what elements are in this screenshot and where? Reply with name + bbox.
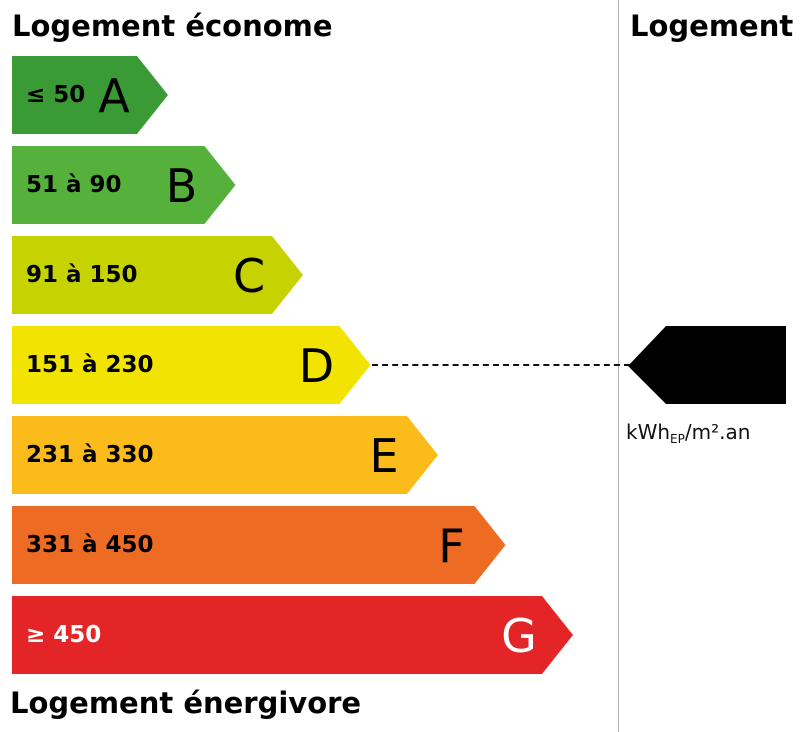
unit-subscript: EP — [670, 432, 685, 446]
indicator-marker — [628, 326, 786, 404]
energy-class-bar-b: 51 à 90 B — [12, 146, 236, 224]
energy-class-range: ≤ 50 — [26, 82, 86, 108]
energy-class-bar-e: 231 à 330 E — [12, 416, 438, 494]
label-efficient: Logement économe — [12, 9, 333, 43]
energy-class-letter: F — [438, 519, 465, 573]
energy-class-arrow-f — [12, 506, 506, 584]
energy-class-range: 151 à 230 — [26, 352, 154, 378]
energy-class-letter: G — [501, 609, 537, 663]
energy-class-range: 51 à 90 — [26, 172, 122, 198]
energy-class-range: 91 à 150 — [26, 262, 138, 288]
energy-class-bar-a: ≤ 50 A — [12, 56, 168, 134]
indicator-dashed-line — [372, 364, 630, 366]
energy-class-bar-c: 91 à 150 C — [12, 236, 303, 314]
energy-class-letter: B — [165, 159, 198, 213]
energy-class-arrow-a — [12, 56, 168, 134]
unit-rest: /m².an — [684, 420, 751, 444]
energy-class-bar-f: 331 à 450 F — [12, 506, 506, 584]
unit-main: kWh — [626, 420, 671, 444]
energy-class-range: ≥ 450 — [26, 622, 102, 648]
unit-label: kWhEP/m².an — [626, 420, 750, 446]
label-housing-column: Logement — [630, 9, 794, 43]
energy-class-range: 331 à 450 — [26, 532, 154, 558]
energy-class-arrow-c — [12, 236, 303, 314]
energy-class-arrow-d — [12, 326, 371, 404]
energy-class-bar-g: ≥ 450 G — [12, 596, 573, 674]
energy-class-bar-d: 151 à 230 D — [12, 326, 371, 404]
energy-class-arrow-e — [12, 416, 438, 494]
column-divider — [618, 0, 619, 732]
label-inefficient: Logement énergivore — [10, 686, 362, 720]
energy-class-arrow-b — [12, 146, 236, 224]
energy-class-letter: A — [98, 69, 130, 123]
energy-class-range: 231 à 330 — [26, 442, 154, 468]
energy-class-arrow-g — [12, 596, 573, 674]
energy-class-letter: D — [298, 339, 335, 393]
energy-class-letter: C — [232, 249, 266, 303]
energy-class-letter: E — [369, 429, 399, 483]
